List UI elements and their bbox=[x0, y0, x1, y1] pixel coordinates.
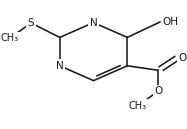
Text: CH₃: CH₃ bbox=[129, 101, 147, 111]
Text: S: S bbox=[28, 18, 34, 28]
Text: N: N bbox=[90, 18, 97, 28]
Text: O: O bbox=[178, 53, 186, 63]
Text: O: O bbox=[154, 86, 163, 96]
Text: OH: OH bbox=[162, 17, 178, 27]
Text: N: N bbox=[56, 61, 64, 71]
Text: CH₃: CH₃ bbox=[1, 33, 19, 43]
